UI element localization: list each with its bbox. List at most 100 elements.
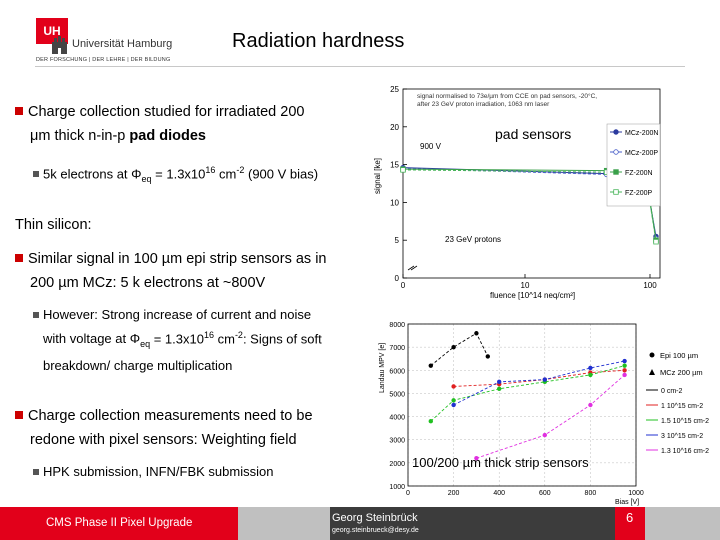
series-line xyxy=(453,360,625,406)
footer-author: Georg Steinbrück xyxy=(332,512,418,524)
x-tick-label: 800 xyxy=(585,490,597,497)
y-tick-label: 15 xyxy=(390,161,399,170)
x-tick-label: 10 xyxy=(521,281,530,290)
y-tick-label: 5000 xyxy=(389,391,405,398)
data-point xyxy=(622,363,627,368)
plot-frame xyxy=(407,323,637,487)
footer-email: georg.steinbrueck@desy.de xyxy=(332,527,419,534)
y-axis-label: signal [ke] xyxy=(373,158,382,194)
chart-annotation: after 23 GeV proton irradiation, 1063 nm… xyxy=(417,101,550,108)
bullet-bold-text: pad diodes xyxy=(129,128,206,144)
superscript: -2 xyxy=(234,330,243,340)
data-point xyxy=(485,354,490,359)
data-point xyxy=(542,432,547,438)
data-point xyxy=(451,344,456,350)
y-tick-label: 3000 xyxy=(389,438,405,445)
sub-bullet-text: = 1.3x10 xyxy=(151,166,206,182)
legend-marker xyxy=(613,189,619,195)
data-point xyxy=(451,398,456,403)
data-point xyxy=(588,365,593,371)
y-tick-label: 1000 xyxy=(389,484,405,491)
legend-marker xyxy=(613,149,619,155)
sub-bullet-marker-icon xyxy=(33,469,39,475)
sub-bullet-marker-icon xyxy=(33,312,39,318)
y-tick-label: 8000 xyxy=(389,322,405,329)
sub-bullet-text: with voltage at Φ xyxy=(43,331,141,347)
bullet-marker-icon xyxy=(15,254,23,262)
y-tick-label: 0 xyxy=(395,274,400,283)
footer-author-box xyxy=(330,507,615,540)
legend-marker xyxy=(613,169,619,175)
legend-label: MCz-200P xyxy=(625,150,658,157)
x-tick-label: 0 xyxy=(406,490,410,497)
legend-label: MCz-200N xyxy=(625,130,658,137)
data-point xyxy=(497,386,502,391)
series-line xyxy=(430,332,489,367)
particle-label: 23 GeV protons xyxy=(445,235,501,244)
bullet-text: μm thick n-in-p xyxy=(30,128,130,144)
y-tick-label: 7000 xyxy=(389,345,405,352)
x-tick-label: 1000 xyxy=(628,490,644,497)
superscript: 16 xyxy=(205,165,216,175)
sub-bullet-text: (900 V bias) xyxy=(244,166,319,182)
sub-bullet-noise-increase: However: Strong increase of current and … xyxy=(33,304,373,376)
bullet-charge-collection-pads: Charge collection studied for irradiated… xyxy=(15,100,385,148)
series-line xyxy=(453,369,625,387)
y-tick-label: 20 xyxy=(390,123,399,132)
castle-icon xyxy=(52,36,67,54)
sub-bullet-marker-icon xyxy=(33,171,39,178)
bullet-marker-icon xyxy=(15,411,23,419)
data-point xyxy=(451,384,456,389)
bias-label: 900 V xyxy=(420,142,442,151)
data-point xyxy=(428,363,433,368)
y-tick-label: 6000 xyxy=(389,368,405,375)
subscript: eq xyxy=(140,338,151,349)
superscript: -2 xyxy=(236,165,245,175)
legend-label: FZ-200P xyxy=(625,190,653,197)
slide-title: Radiation hardness xyxy=(232,30,405,52)
data-point xyxy=(653,239,659,245)
footer-project: CMS Phase II Pixel Upgrade xyxy=(46,517,193,529)
data-point xyxy=(542,377,547,382)
sub-bullet-text: cm xyxy=(213,331,235,347)
sub-bullet-text: : Signs of soft xyxy=(242,331,322,347)
footer-page-box xyxy=(615,507,645,540)
sub-bullet-5k-electrons: 5k electrons at Φeq = 1.3x1016 cm-2 (900… xyxy=(33,160,393,190)
y-tick-label: 4000 xyxy=(389,415,405,422)
sub-bullet-submissions: HPK submission, INFN/FBK submission xyxy=(33,461,373,482)
chart-pad-sensors: 0 5 10 15 20 25 0 10 100 MCz-200N MCz-200P FZ-200N… xyxy=(373,85,661,300)
legend-label: 1 10^15 cm-2 xyxy=(661,403,703,410)
legend-label: FZ-200N xyxy=(625,170,653,177)
x-tick-label: 200 xyxy=(448,490,460,497)
x-axis-label: Bias [V] xyxy=(615,499,639,506)
legend-label: Epi 100 µm xyxy=(660,351,698,360)
x-axis-label: fluence [10^14 neq/cm²] xyxy=(490,291,575,300)
y-axis-label: Landau MPV [e] xyxy=(379,343,386,393)
data-point xyxy=(497,379,502,385)
x-tick-label: 0 xyxy=(401,281,406,290)
data-point xyxy=(474,331,479,336)
x-tick-label: 400 xyxy=(493,490,505,497)
data-point xyxy=(451,402,456,408)
series-line xyxy=(476,374,625,459)
x-tick-label: 100 xyxy=(643,281,657,290)
title-divider xyxy=(35,66,685,67)
chart-annotation: signal normalised to 73e/µm from CCE on … xyxy=(417,92,597,100)
sub-bullet-text: HPK submission, INFN/FBK submission xyxy=(43,464,274,479)
bullet-text: Charge collection measurements need to b… xyxy=(28,408,313,424)
legend-marker xyxy=(613,129,619,135)
bullet-pixel-sensors: Charge collection measurements need to b… xyxy=(15,404,385,452)
logo-university-name: Universität Hamburg xyxy=(72,38,173,50)
chart-title: 100/200 µm thick strip sensors xyxy=(412,455,589,470)
legend-label: 1.3 10^16 cm-2 xyxy=(661,448,709,455)
y-tick-label: 2000 xyxy=(389,461,405,468)
data-point xyxy=(588,402,593,408)
x-tick-label: 600 xyxy=(539,490,551,497)
legend-label: 3 10^15 cm-2 xyxy=(661,433,703,440)
superscript: 16 xyxy=(203,330,214,340)
footer-accent xyxy=(0,507,26,540)
y-tick-label: 5 xyxy=(395,236,400,245)
bullet-text: Similar signal in 100 µm epi strip senso… xyxy=(28,251,327,267)
footer-label-box xyxy=(26,507,238,540)
y-tick-label: 25 xyxy=(390,85,399,94)
